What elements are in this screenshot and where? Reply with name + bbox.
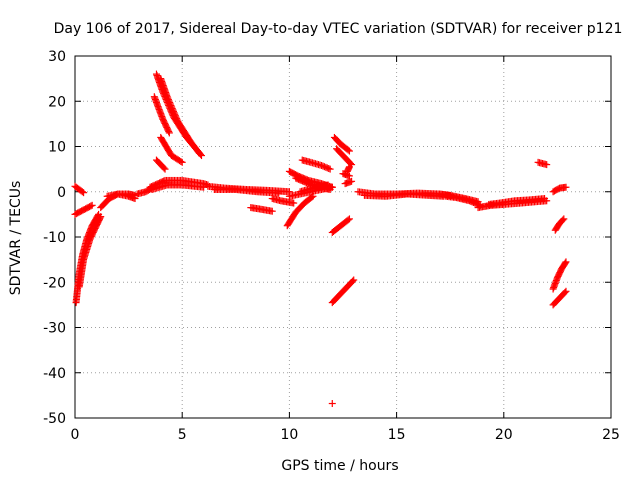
data-point bbox=[349, 277, 357, 285]
data-point bbox=[559, 216, 567, 224]
grid-lines bbox=[75, 56, 611, 418]
data-point bbox=[343, 167, 351, 175]
y-tick-label: 20 bbox=[48, 94, 66, 110]
data-point bbox=[195, 149, 203, 157]
chart-title: Day 106 of 2017, Sidereal Day-to-day VTE… bbox=[54, 21, 623, 37]
data-points bbox=[71, 70, 570, 408]
data-point bbox=[344, 216, 352, 224]
data-point bbox=[562, 258, 570, 266]
tick-labels: 0 5 10 15 20 25 -50 -40 -30 -20 -10 0 10 20 30 bbox=[43, 49, 620, 443]
data-point bbox=[308, 193, 316, 201]
x-axis-label: GPS time / hours bbox=[281, 458, 398, 474]
data-point bbox=[562, 287, 570, 295]
data-point bbox=[561, 288, 569, 296]
data-point bbox=[178, 158, 186, 166]
y-tick-label: 10 bbox=[48, 140, 66, 156]
data-point bbox=[328, 183, 336, 191]
data-point bbox=[177, 157, 185, 165]
y-tick-label: -20 bbox=[43, 275, 66, 291]
x-tick-label: 15 bbox=[388, 427, 406, 443]
x-tick-label: 5 bbox=[178, 427, 187, 443]
data-point bbox=[290, 199, 298, 207]
data-point bbox=[345, 215, 353, 223]
data-point bbox=[160, 164, 168, 172]
x-tick-label: 0 bbox=[71, 427, 80, 443]
data-point bbox=[165, 128, 173, 136]
x-tick-label: 20 bbox=[495, 427, 513, 443]
x-tick-label: 25 bbox=[602, 427, 620, 443]
data-point bbox=[268, 207, 276, 215]
data-point bbox=[474, 198, 482, 206]
data-point bbox=[87, 202, 95, 210]
y-tick-label: -40 bbox=[43, 366, 66, 382]
y-axis-label: SDTVAR / TECUs bbox=[8, 181, 24, 296]
y-tick-label: -30 bbox=[43, 321, 66, 337]
data-point bbox=[562, 183, 570, 191]
data-point bbox=[165, 129, 173, 137]
data-point bbox=[560, 215, 568, 223]
data-point bbox=[309, 192, 317, 200]
data-point bbox=[78, 188, 86, 196]
y-tick-label: -50 bbox=[43, 411, 66, 427]
data-point bbox=[97, 213, 105, 221]
data-point bbox=[350, 276, 358, 284]
data-point bbox=[345, 147, 353, 155]
x-tick-label: 10 bbox=[280, 427, 298, 443]
data-point bbox=[561, 259, 569, 267]
data-point bbox=[328, 400, 336, 408]
data-point bbox=[80, 189, 88, 197]
y-tick-label: 0 bbox=[57, 185, 66, 201]
y-tick-label: 30 bbox=[48, 49, 66, 65]
data-point bbox=[345, 172, 353, 180]
data-point bbox=[161, 165, 169, 173]
data-point bbox=[194, 148, 202, 156]
data-point bbox=[200, 183, 208, 191]
data-point bbox=[275, 189, 283, 197]
data-point bbox=[344, 146, 352, 154]
data-point bbox=[326, 165, 334, 173]
data-point bbox=[348, 177, 356, 185]
data-point bbox=[541, 195, 549, 203]
data-point bbox=[325, 165, 333, 173]
data-point bbox=[96, 214, 104, 222]
data-point bbox=[88, 201, 96, 209]
y-tick-label: -10 bbox=[43, 230, 66, 246]
data-point bbox=[324, 181, 332, 189]
data-point bbox=[347, 159, 355, 167]
data-point bbox=[543, 161, 551, 169]
